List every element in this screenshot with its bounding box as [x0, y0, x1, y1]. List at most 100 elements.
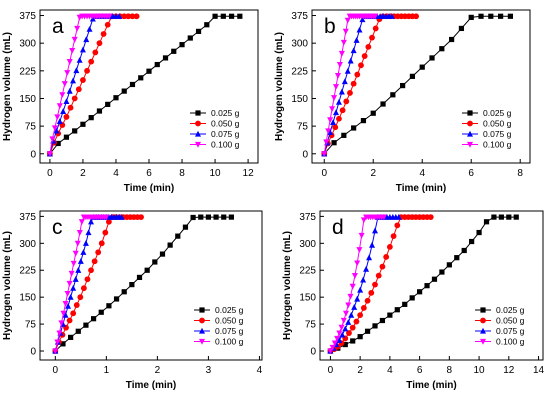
y-tick-label: 150: [291, 94, 308, 105]
data-point: [339, 331, 346, 338]
y-tick-label: 150: [299, 293, 316, 304]
data-point: [375, 272, 382, 279]
data-point: [86, 25, 93, 32]
data-point: [329, 344, 336, 351]
legend-label: 0.075 g: [483, 129, 512, 139]
data-point: [125, 13, 132, 20]
data-point: [88, 115, 94, 121]
y-tick-label: 300: [19, 39, 36, 50]
data-point: [213, 214, 219, 220]
data-point: [513, 214, 519, 220]
series-0-050-g: [52, 214, 144, 354]
data-point: [75, 267, 82, 273]
data-point: [63, 98, 70, 105]
legend-marker: [195, 110, 201, 116]
legend-marker: [480, 317, 486, 324]
y-axis-title: Hydrogen volume (mL): [274, 32, 285, 141]
legend-marker: [195, 141, 201, 148]
data-point: [98, 240, 105, 247]
x-tick-label: 0: [47, 168, 53, 179]
data-point: [103, 214, 110, 221]
y-tick-label: 225: [19, 266, 36, 277]
series-0-025-g: [47, 13, 243, 157]
data-point: [91, 258, 98, 265]
data-point: [84, 67, 90, 74]
legend-label: 0.100 g: [496, 337, 525, 347]
data-point: [129, 13, 136, 20]
data-point: [363, 265, 370, 272]
data-point: [64, 70, 71, 76]
data-point: [106, 13, 113, 20]
x-tick-label: 6: [417, 365, 423, 376]
legend-label: 0.050 g: [483, 119, 512, 129]
data-point: [347, 90, 353, 96]
data-point: [357, 334, 363, 340]
data-point: [338, 324, 345, 331]
data-point: [507, 13, 514, 19]
data-point: [56, 330, 63, 337]
y-tick-label: 225: [299, 266, 316, 277]
data-point: [154, 61, 160, 68]
legend-label: 0.050 g: [496, 316, 525, 326]
x-tick-label: 10: [474, 365, 486, 376]
x-tick-label: 1: [104, 365, 110, 376]
data-point: [338, 88, 345, 95]
data-point: [95, 249, 102, 256]
x-tick-label: 14: [533, 365, 545, 376]
data-point: [63, 134, 70, 140]
data-point: [343, 98, 350, 105]
chart-panel-a: 0 2 4 6 8 10 12 0 75 150 225 300 375 Time (min) Hydrog…: [2, 9, 259, 194]
data-point: [62, 311, 69, 318]
data-point: [325, 128, 332, 135]
data-point: [390, 233, 397, 240]
data-point: [359, 16, 366, 23]
legend-label: 0.075 g: [215, 326, 244, 336]
data-point: [121, 88, 127, 94]
data-point: [64, 290, 71, 297]
data-point: [498, 214, 504, 220]
data-point: [66, 87, 73, 94]
data-point: [417, 289, 423, 295]
data-point: [449, 36, 455, 43]
data-point: [187, 35, 193, 41]
data-point: [71, 95, 78, 102]
data-point: [350, 47, 357, 54]
panel-label: a: [52, 15, 64, 38]
data-point: [136, 274, 143, 281]
data-point: [102, 229, 109, 236]
data-point: [345, 302, 352, 309]
data-point: [357, 286, 364, 293]
data-point: [56, 118, 63, 124]
plot-frame: [319, 210, 544, 361]
legend: 0.025 g0.050 g0.075 g0.100 g: [190, 108, 240, 150]
x-tick-label: 4: [419, 168, 425, 179]
data-point: [68, 270, 75, 277]
data-point: [379, 317, 386, 324]
data-point: [63, 114, 70, 120]
series-0-100-g: [327, 214, 387, 355]
data-point: [84, 276, 91, 283]
data-point: [68, 334, 74, 340]
legend-label: 0.025 g: [496, 305, 525, 315]
data-point: [364, 328, 371, 334]
data-point: [113, 95, 119, 101]
y-tick-label: 75: [25, 122, 37, 133]
data-point: [105, 101, 111, 107]
data-point: [205, 214, 212, 220]
data-point: [70, 310, 77, 317]
data-point: [88, 58, 95, 65]
data-point: [159, 251, 166, 257]
x-tick-label: 8: [447, 365, 453, 376]
legend-label: 0.025 g: [211, 108, 240, 118]
data-point: [357, 312, 364, 319]
data-point: [369, 241, 376, 248]
data-point: [356, 247, 363, 253]
data-point: [59, 92, 66, 98]
data-point: [129, 282, 135, 288]
data-point: [182, 224, 189, 230]
plot-frame: [39, 210, 263, 361]
data-point: [478, 13, 484, 19]
data-point: [116, 13, 123, 19]
data-point: [146, 68, 152, 74]
